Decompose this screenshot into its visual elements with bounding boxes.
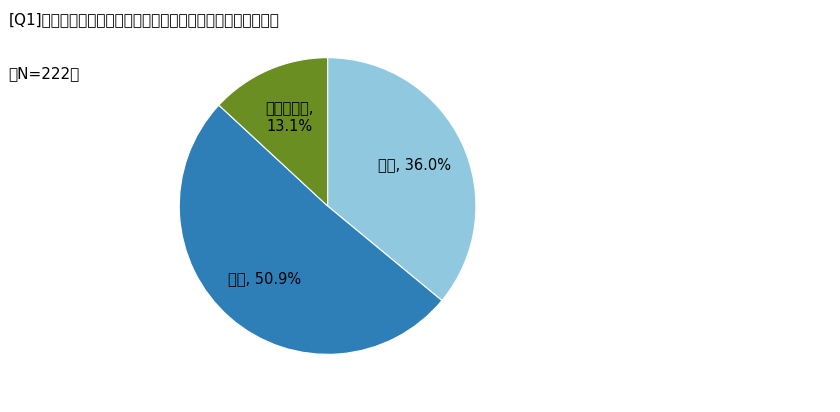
Text: わからない,
13.1%: わからない, 13.1% xyxy=(265,101,313,134)
Text: [Q1]お手次の寺院（檀家・門徒になっている）はありますか。: [Q1]お手次の寺院（檀家・門徒になっている）はありますか。 xyxy=(8,12,279,27)
Text: （N=222）: （N=222） xyxy=(8,66,80,81)
Wedge shape xyxy=(219,58,328,206)
Wedge shape xyxy=(328,58,476,300)
Text: ある, 36.0%: ある, 36.0% xyxy=(378,157,451,173)
Text: ない, 50.9%: ない, 50.9% xyxy=(228,271,301,286)
Wedge shape xyxy=(179,105,442,354)
